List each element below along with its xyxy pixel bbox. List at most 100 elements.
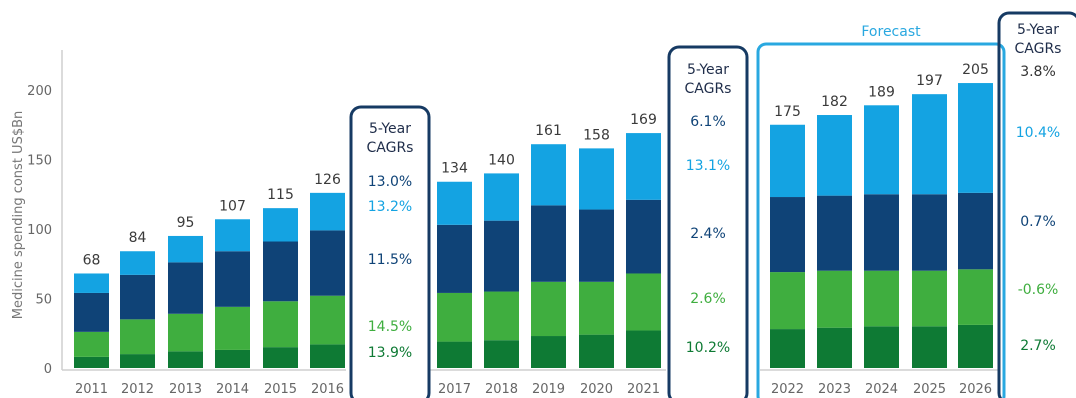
bar-2017-dark-green-segment	[437, 341, 472, 368]
y-tick-label: 200	[27, 84, 52, 99]
bar-total-label-2020: 158	[583, 127, 610, 143]
cagr-title-line1: 5-Year	[1017, 22, 1059, 38]
bar-2018-dark-blue-segment	[484, 220, 519, 292]
bar-2014-light-green-segment	[215, 306, 250, 350]
bar-2025-dark-green-segment	[912, 326, 947, 368]
bar-2021-dark-blue-segment	[626, 199, 661, 274]
x-tick-label-2021: 2021	[627, 382, 660, 397]
cagr-box-2021-2026	[997, 11, 1076, 398]
bar-total-label-2026: 205	[962, 62, 989, 78]
bar-total-label-2023: 182	[821, 94, 848, 110]
bar-2021-light-green-segment	[626, 273, 661, 331]
bar-2024-light-green-segment	[864, 270, 899, 327]
bar-2026-dark-blue-segment	[958, 192, 993, 270]
bar-2018-light-blue-segment	[484, 173, 519, 221]
bar-2020-dark-blue-segment	[579, 209, 614, 282]
bar-2016-dark-blue-segment	[310, 230, 345, 296]
cagr-value: 11.5%	[368, 252, 412, 268]
bar-2024-light-blue-segment	[864, 105, 899, 195]
bar-2021-light-blue-segment	[626, 133, 661, 200]
bar-2023-dark-green-segment	[817, 327, 852, 368]
cagr-value: 13.1%	[686, 158, 730, 174]
bar-2023-light-blue-segment	[817, 115, 852, 196]
bar-total-label-2014: 107	[219, 198, 246, 214]
y-axis-title: Medicine spending const US$Bn	[11, 111, 26, 320]
bar-total-label-2019: 161	[535, 123, 562, 139]
x-tick-label-2016: 2016	[311, 382, 344, 397]
bar-2016-light-blue-segment	[310, 192, 345, 231]
bar-2017-light-blue-segment	[437, 181, 472, 225]
cagr-title-line2: CAGRs	[685, 81, 732, 97]
x-tick-label-2011: 2011	[75, 382, 108, 397]
bar-2013-light-green-segment	[168, 313, 203, 352]
bar-total-label-2013: 95	[177, 215, 195, 231]
cagr-value: 3.8%	[1020, 64, 1056, 80]
x-tick-label-2017: 2017	[438, 382, 471, 397]
bar-2012-dark-blue-segment	[120, 274, 155, 320]
x-tick-label-2024: 2024	[865, 382, 898, 397]
x-tick-label-2026: 2026	[959, 382, 992, 397]
bar-2013-light-blue-segment	[168, 235, 203, 263]
bar-2018-light-green-segment	[484, 291, 519, 341]
bar-2013-dark-green-segment	[168, 351, 203, 368]
cagr-value: 2.7%	[1020, 338, 1056, 354]
x-tick-label-2022: 2022	[771, 382, 804, 397]
bar-2026-dark-green-segment	[958, 324, 993, 368]
x-tick-label-2025: 2025	[913, 382, 946, 397]
bar-2020-light-green-segment	[579, 281, 614, 335]
bar-2015-dark-blue-segment	[263, 241, 298, 302]
cagr-value: 0.7%	[1020, 214, 1056, 230]
bar-2014-dark-blue-segment	[215, 251, 250, 307]
x-tick-label-2014: 2014	[216, 382, 249, 397]
bar-2011-light-green-segment	[74, 331, 109, 357]
bar-total-label-2021: 169	[630, 112, 657, 128]
bar-2025-dark-blue-segment	[912, 194, 947, 271]
cagr-value: -0.6%	[1018, 282, 1059, 298]
forecast-box	[756, 42, 1006, 398]
y-tick-label: 0	[44, 362, 52, 377]
cagr-value: 13.9%	[368, 345, 412, 361]
cagr-title-line2: CAGRs	[367, 140, 414, 156]
forecast-label-bg	[848, 20, 934, 42]
bar-total-label-2022: 175	[774, 104, 801, 120]
x-tick-label-2019: 2019	[532, 382, 565, 397]
cagr-title-line1: 5-Year	[369, 121, 411, 137]
x-tick-label-2015: 2015	[264, 382, 297, 397]
cagr-value: 13.2%	[368, 199, 412, 215]
cagr-value: 10.2%	[686, 340, 730, 356]
bar-2022-light-blue-segment	[770, 124, 805, 198]
bar-total-label-2011: 68	[83, 252, 101, 268]
bar-2012-light-green-segment	[120, 319, 155, 355]
bar-2019-light-green-segment	[531, 281, 566, 337]
bar-2013-dark-blue-segment	[168, 262, 203, 314]
cagr-title-line2: CAGRs	[1015, 41, 1062, 57]
forecast-label: Forecast	[861, 24, 921, 40]
bar-2024-dark-blue-segment	[864, 194, 899, 271]
bar-2021-dark-green-segment	[626, 330, 661, 368]
bar-2019-dark-blue-segment	[531, 205, 566, 282]
bar-2022-dark-blue-segment	[770, 197, 805, 273]
bar-total-label-2016: 126	[314, 172, 341, 188]
bar-total-label-2024: 189	[868, 84, 895, 100]
bar-total-label-2015: 115	[267, 187, 294, 203]
bar-2016-dark-green-segment	[310, 344, 345, 368]
bar-2019-dark-green-segment	[531, 336, 566, 368]
bar-2011-light-blue-segment	[74, 273, 109, 293]
bar-total-label-2025: 197	[916, 73, 943, 89]
bar-2023-light-green-segment	[817, 270, 852, 328]
cagr-value: 2.4%	[690, 226, 726, 242]
bar-2026-light-green-segment	[958, 269, 993, 325]
bar-2022-light-green-segment	[770, 272, 805, 330]
y-tick-label: 50	[35, 293, 52, 308]
cagr-value: 13.0%	[368, 174, 412, 190]
y-tick-label: 100	[27, 223, 52, 238]
bar-2015-light-green-segment	[263, 301, 298, 348]
x-tick-label-2013: 2013	[169, 382, 202, 397]
cagr-title-line1: 5-Year	[687, 62, 729, 78]
cagr-value: 6.1%	[690, 114, 726, 130]
bar-2026-light-blue-segment	[958, 83, 993, 193]
bar-2020-light-blue-segment	[579, 148, 614, 210]
x-tick-label-2020: 2020	[580, 382, 613, 397]
cagr-value: 14.5%	[368, 319, 412, 335]
bar-2023-dark-blue-segment	[817, 195, 852, 271]
